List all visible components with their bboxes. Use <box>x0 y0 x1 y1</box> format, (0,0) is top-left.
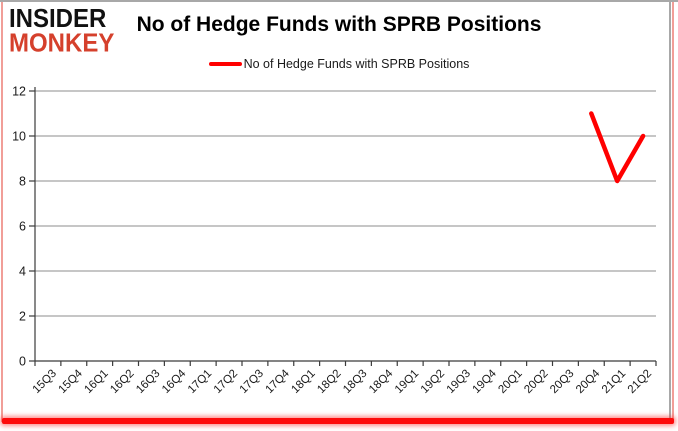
x-tick-label: 20Q3 <box>548 368 576 396</box>
x-tick-label: 16Q3 <box>134 368 162 396</box>
legend-label: No of Hedge Funds with SPRB Positions <box>243 57 470 71</box>
chart-title: No of Hedge Funds with SPRB Positions <box>136 13 542 36</box>
logo-line2: MONKEY <box>9 28 115 58</box>
x-tick-label: 19Q3 <box>445 368 473 396</box>
series-line <box>589 111 646 184</box>
x-tick-label: 19Q1 <box>393 368 421 396</box>
x-tick-label: 18Q2 <box>315 368 343 396</box>
x-tick-label: 18Q4 <box>367 367 396 396</box>
y-tick-label: 10 <box>12 130 26 144</box>
x-tick-label: 17Q3 <box>238 368 266 396</box>
x-tick-label: 18Q1 <box>289 368 317 396</box>
legend: No of Hedge Funds with SPRB Positions <box>0 57 678 71</box>
x-tick-label: 19Q4 <box>471 367 500 396</box>
legend-line-swatch <box>208 62 242 66</box>
frame-right-glow <box>672 2 674 422</box>
x-tick-label: 21Q2 <box>626 368 654 396</box>
y-tick-label: 6 <box>19 220 26 234</box>
y-tick-label: 8 <box>19 175 26 189</box>
y-tick-label: 0 <box>19 355 26 369</box>
x-tick-label: 18Q3 <box>341 368 369 396</box>
x-tick-label: 17Q4 <box>264 367 293 396</box>
frame-left-border <box>1 2 3 422</box>
x-tick-label: 16Q1 <box>82 368 110 396</box>
x-tick-label: 19Q2 <box>419 368 447 396</box>
x-tick-label: 17Q2 <box>212 368 240 396</box>
frame-top-border <box>0 0 678 2</box>
x-tick-label: 16Q2 <box>108 368 136 396</box>
x-tick-label: 17Q1 <box>186 368 214 396</box>
x-tick-label: 15Q3 <box>31 368 59 396</box>
x-tick-label: 21Q1 <box>600 368 628 396</box>
x-tick-label: 20Q4 <box>574 367 603 396</box>
x-tick-label: 20Q2 <box>522 368 550 396</box>
y-tick-label: 2 <box>19 310 26 324</box>
y-tick-label: 4 <box>19 265 26 279</box>
x-tick-label: 20Q1 <box>496 368 524 396</box>
insider-monkey-logo: INSIDER MONKEY <box>9 4 115 58</box>
x-tick-label: 16Q4 <box>160 367 189 396</box>
frame-right-border <box>669 0 671 420</box>
x-tick-label: 15Q4 <box>57 367 86 396</box>
frame-bottom-red-bar <box>2 418 674 424</box>
logo-line1: INSIDER <box>9 4 107 34</box>
y-tick-label: 12 <box>12 85 26 99</box>
